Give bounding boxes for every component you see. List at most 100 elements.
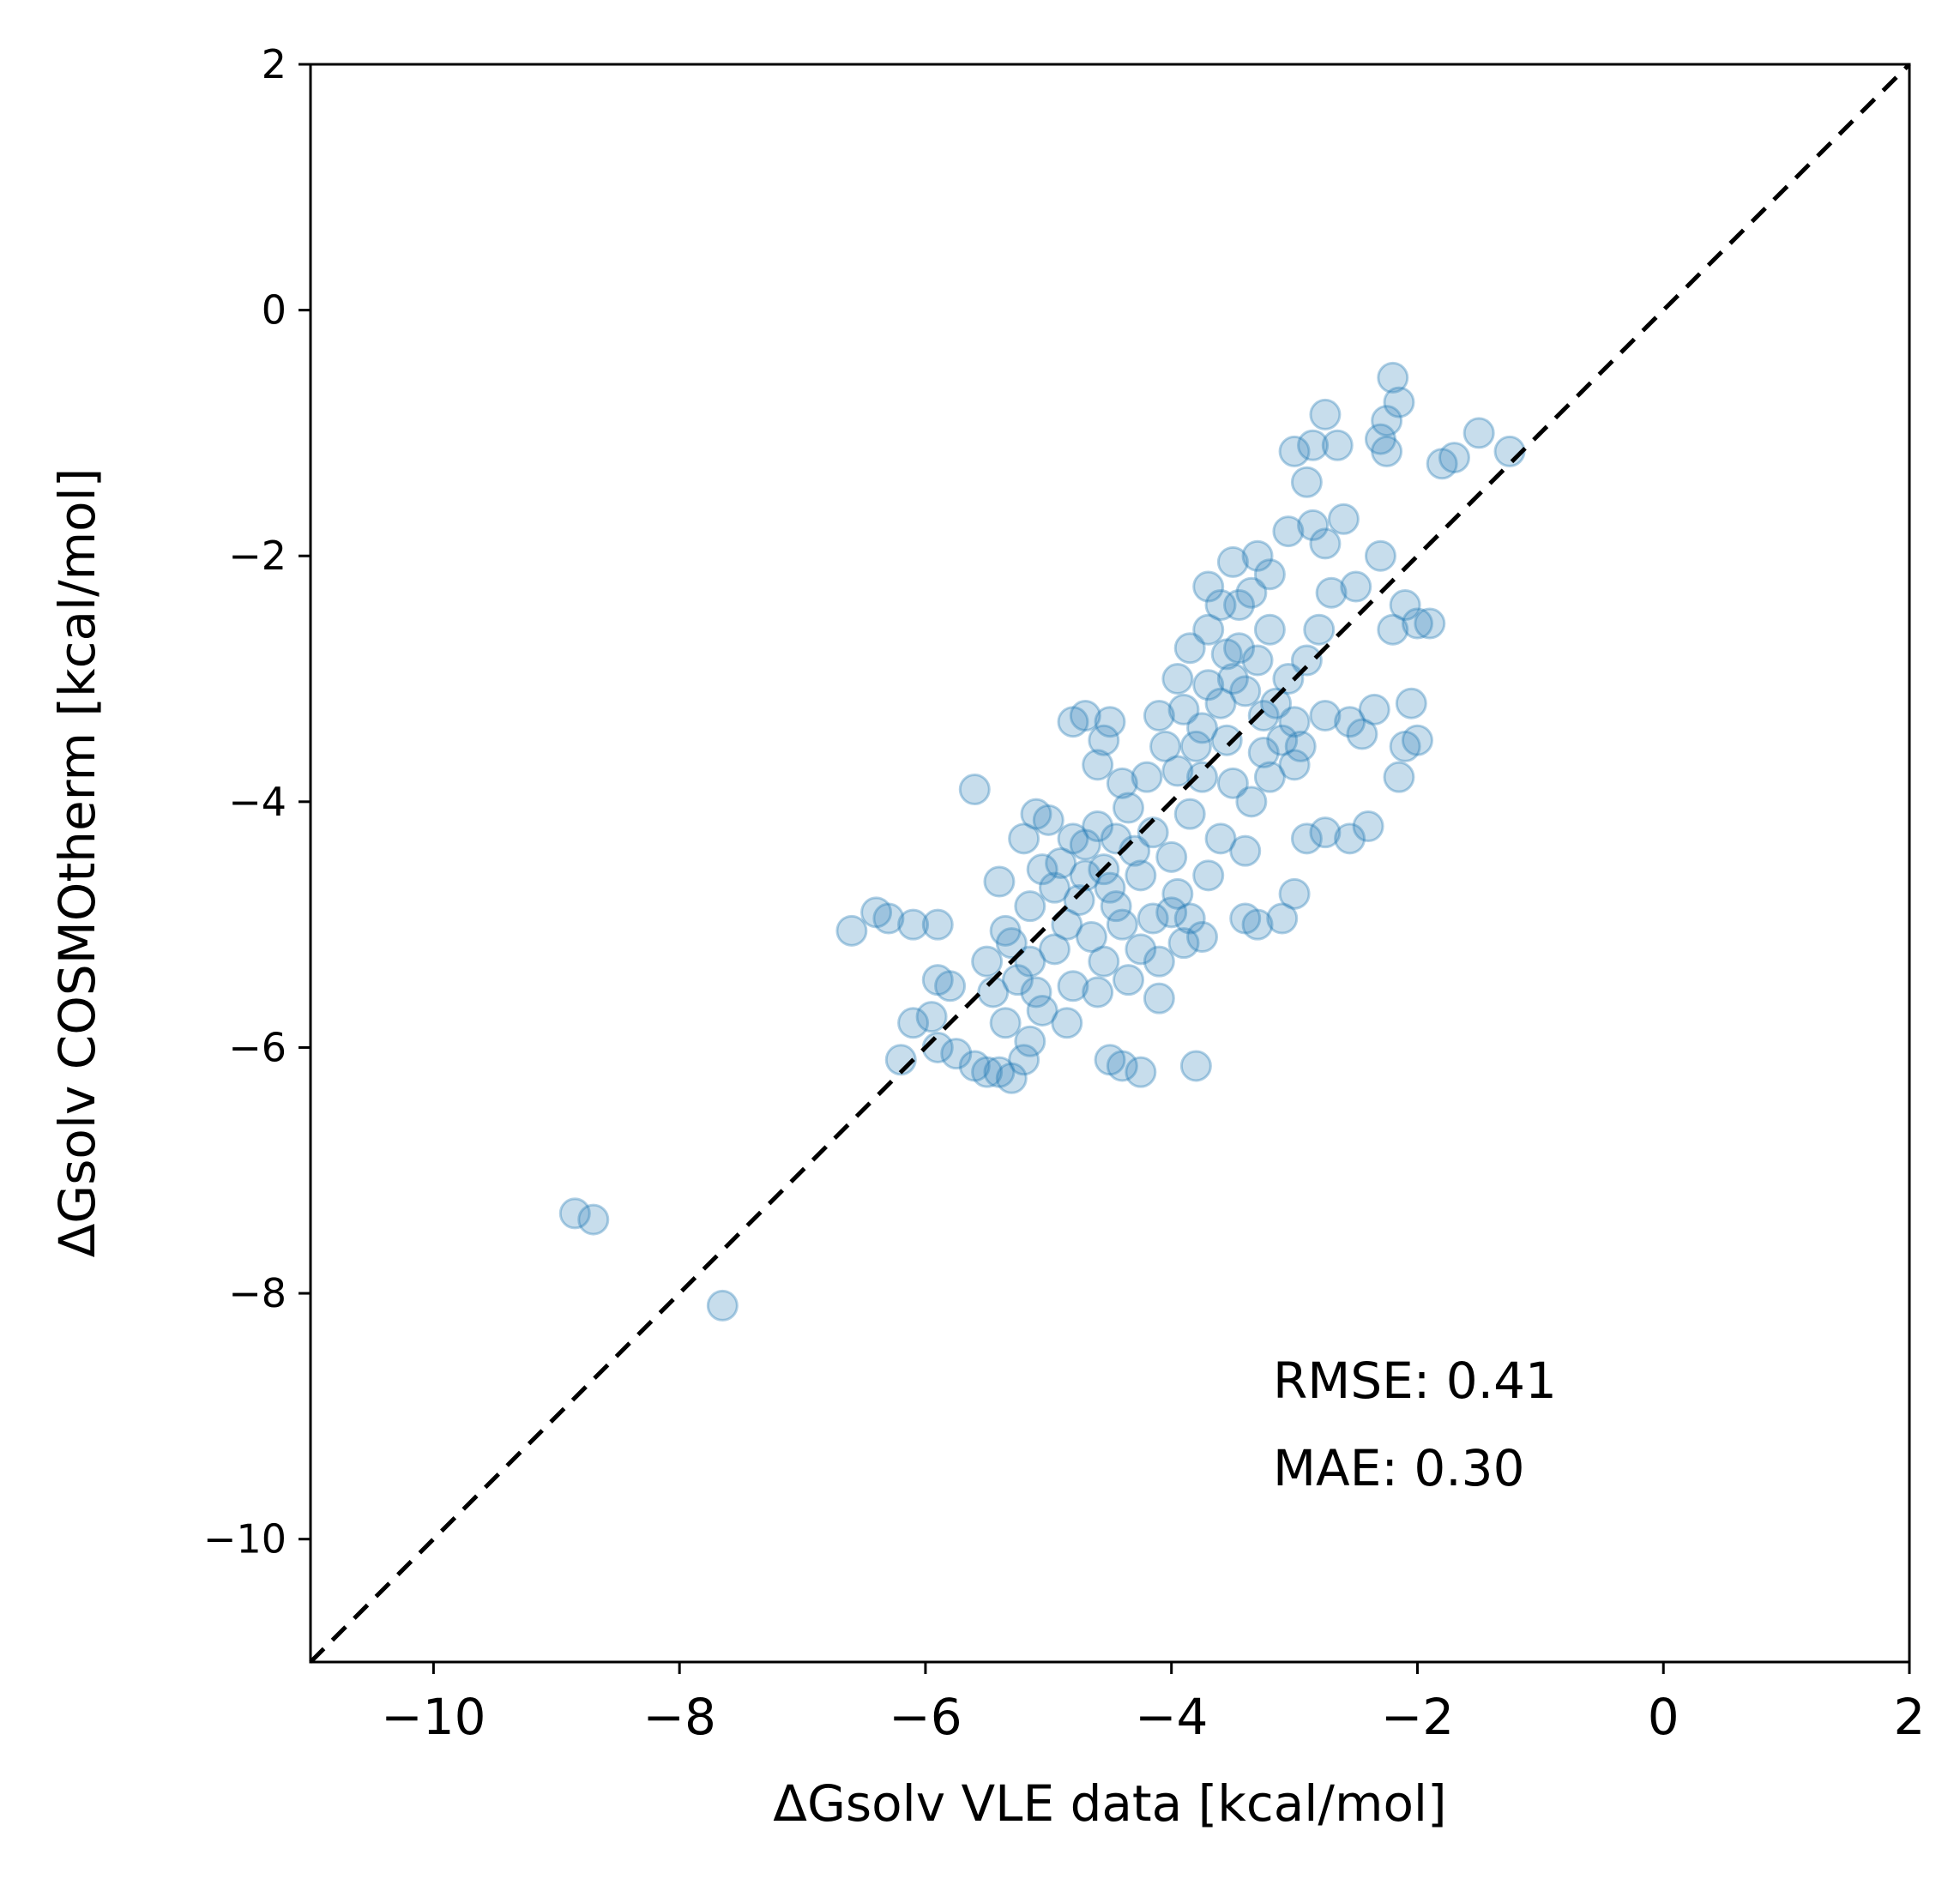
data-point [1204,822,1237,855]
data-point [1125,1056,1157,1088]
data-point [1192,669,1225,702]
data-point [1038,871,1070,904]
data-point [1137,902,1169,935]
y-tick-label: −10 [203,1516,286,1563]
data-point [983,1056,1016,1088]
data-point [1204,589,1237,622]
reference-line-layer [309,63,1911,1664]
data-point [1094,1044,1126,1076]
data-point [1371,435,1403,467]
data-point [1315,576,1348,609]
data-point [1210,724,1243,756]
y-tick-label: −4 [228,779,286,825]
data-point [971,945,1004,978]
data-point [1167,693,1200,726]
data-point [1113,964,1145,997]
data-point [1364,539,1396,572]
data-point [1266,724,1299,756]
data-point [1241,644,1274,677]
data-point [1223,589,1256,622]
data-point [1377,613,1409,646]
data-point [1278,749,1311,781]
data-point [1216,545,1249,578]
data-point [706,1289,739,1322]
data-point [1414,607,1446,640]
y-tick-label: 0 [262,287,286,334]
data-point [1106,767,1138,799]
data-point [1051,908,1083,941]
data-point [1155,896,1188,929]
x-tick-label: 2 [1894,1688,1926,1746]
data-point [1290,644,1323,677]
data-point [1179,730,1212,762]
points-layer [558,361,1526,1322]
data-point [1082,749,1114,781]
data-point [1186,761,1219,793]
data-point [558,1197,591,1230]
data-point [1278,706,1311,738]
data-point [1173,632,1206,665]
data-point [1204,687,1237,720]
data-point [1125,933,1157,966]
data-point [1155,840,1188,873]
data-point [1014,1025,1046,1057]
data-point [1438,442,1470,474]
data-point [1346,718,1378,750]
data-point [958,1050,991,1082]
data-point [1057,822,1089,855]
data-point [1179,1050,1212,1082]
data-point [1161,755,1194,787]
data-point [1327,503,1360,535]
data-point [1334,706,1366,738]
data-point [1253,761,1286,793]
data-point [940,1038,973,1070]
y-tick-label: −6 [228,1024,286,1070]
data-point [1161,663,1194,696]
data-point [1167,927,1200,960]
data-point [1008,822,1040,855]
data-point [1026,853,1058,886]
data-point [1247,700,1280,732]
data-point [1038,933,1070,966]
data-point [1032,804,1064,836]
data-point [1106,908,1138,941]
data-point [1266,902,1299,935]
data-point [860,896,893,929]
x-tick-label: 0 [1648,1688,1680,1746]
data-point [1272,515,1305,548]
data-point [1352,810,1384,843]
data-point [1309,527,1342,560]
data-point [1008,1044,1040,1076]
data-point [1161,877,1194,910]
data-point [1383,761,1415,793]
data-point [1020,798,1052,830]
data-point [1173,902,1206,935]
x-axis-ticks: −10 −8 −6 −4 −2 0 2 [381,1662,1925,1746]
data-point [1192,859,1225,892]
data-point [989,914,1022,947]
data-point [1051,1007,1083,1039]
data-point [1371,405,1403,437]
data-point [1075,920,1107,953]
data-point [921,908,954,941]
data-point [1253,613,1286,646]
data-point [1358,693,1390,726]
data-point [1026,994,1058,1027]
data-point [1045,847,1077,879]
x-tick-label: −8 [642,1688,716,1746]
x-tick-label: −4 [1135,1688,1209,1746]
data-point [1235,576,1268,609]
data-point [1094,871,1126,904]
data-point [958,774,991,806]
data-point [1186,920,1219,953]
data-point [1290,466,1323,498]
data-point [1309,398,1342,431]
data-point [1389,589,1421,622]
data-point [1383,386,1415,419]
data-point [1377,361,1409,394]
data-point [1057,970,1089,1003]
data-point [1229,834,1262,867]
data-point [1272,663,1305,696]
data-point [1100,890,1132,923]
